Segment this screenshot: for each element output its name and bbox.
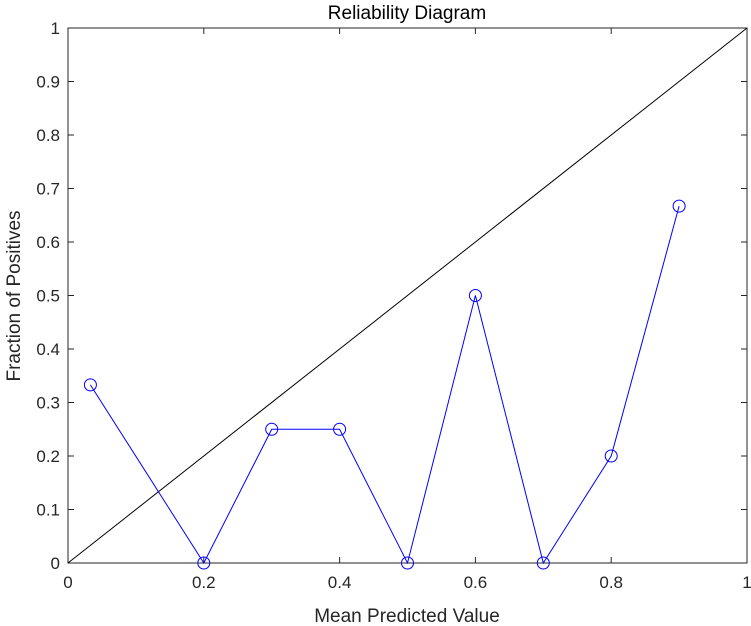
calibration-point <box>401 556 414 570</box>
y-tick-label: 0.4 <box>36 340 60 359</box>
reference-diagonal-line <box>67 27 748 564</box>
y-tick-label: 0.7 <box>36 180 60 199</box>
y-tick-label: 0.5 <box>36 287 60 306</box>
calibration-point <box>604 449 618 463</box>
y-tick-label: 0 <box>51 554 60 573</box>
y-tick-label: 0.8 <box>36 126 60 145</box>
plot-area: 0 0.2 0.4 0.6 0.8 1 0 0.1 0.2 0.3 0.4 0.5 0.6 0.7 0.8 0… <box>36 19 751 592</box>
x-tick-label: 1 <box>742 573 751 592</box>
x-tick-label: 0.2 <box>192 573 216 592</box>
x-tick-label: 0.4 <box>328 573 352 592</box>
chart-title: Reliability Diagram <box>328 3 486 24</box>
y-tick-label: 0.6 <box>36 233 60 252</box>
calibration-point <box>265 422 279 436</box>
y-axis-title: Fraction of Positives <box>4 210 25 381</box>
calibration-point <box>197 556 211 570</box>
y-tick-label: 0.2 <box>36 447 60 466</box>
x-tick-label: 0.8 <box>599 573 623 592</box>
y-tick-label: 0.9 <box>36 73 60 92</box>
x-tick-label: 0 <box>63 573 72 592</box>
y-tick-label: 1 <box>51 19 60 38</box>
calibration-point <box>333 422 347 436</box>
x-axis-title: Mean Predicted Value <box>314 606 500 626</box>
calibration-point <box>536 556 550 570</box>
y-tick-label: 0.3 <box>36 394 60 413</box>
calibration-point <box>468 289 482 302</box>
calibration-point <box>83 378 97 392</box>
y-tick-label: 0.1 <box>36 501 60 520</box>
calibration-series-line <box>89 206 680 565</box>
x-tick-label: 0.6 <box>464 573 488 592</box>
calibration-point <box>672 199 686 213</box>
